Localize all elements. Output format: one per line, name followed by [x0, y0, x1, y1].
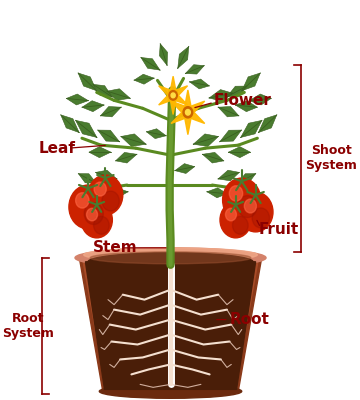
Polygon shape — [93, 84, 112, 97]
Polygon shape — [141, 58, 160, 70]
Polygon shape — [116, 152, 137, 163]
Ellipse shape — [88, 253, 253, 271]
Polygon shape — [218, 106, 239, 117]
Circle shape — [88, 175, 123, 215]
Polygon shape — [147, 129, 166, 138]
Polygon shape — [83, 260, 258, 389]
Circle shape — [225, 208, 237, 221]
Polygon shape — [249, 94, 271, 105]
Polygon shape — [242, 73, 260, 91]
Circle shape — [169, 90, 177, 100]
Polygon shape — [227, 86, 247, 97]
Polygon shape — [171, 101, 190, 116]
Circle shape — [229, 186, 243, 201]
Polygon shape — [108, 188, 128, 198]
Circle shape — [81, 202, 112, 238]
Circle shape — [233, 216, 248, 234]
Circle shape — [244, 199, 256, 213]
Polygon shape — [85, 262, 256, 389]
Polygon shape — [159, 92, 175, 105]
Circle shape — [183, 107, 193, 118]
Text: Shoot
System: Shoot System — [305, 144, 357, 172]
Polygon shape — [100, 106, 121, 117]
Circle shape — [94, 216, 109, 234]
Polygon shape — [235, 101, 257, 112]
Circle shape — [238, 196, 257, 218]
Polygon shape — [175, 164, 194, 174]
Circle shape — [76, 193, 89, 208]
Text: Leaf: Leaf — [39, 141, 76, 156]
Polygon shape — [258, 115, 277, 132]
Polygon shape — [190, 79, 209, 89]
Text: Fruit: Fruit — [259, 222, 299, 237]
Circle shape — [252, 208, 270, 228]
Polygon shape — [178, 46, 189, 68]
Circle shape — [94, 182, 106, 196]
Polygon shape — [170, 76, 177, 95]
Polygon shape — [171, 108, 190, 124]
Polygon shape — [66, 94, 88, 105]
Polygon shape — [134, 74, 154, 84]
Circle shape — [84, 202, 103, 224]
Ellipse shape — [75, 248, 266, 268]
Polygon shape — [193, 134, 219, 146]
Circle shape — [185, 110, 190, 115]
Ellipse shape — [84, 248, 257, 262]
Circle shape — [238, 192, 273, 232]
Polygon shape — [186, 101, 205, 116]
Polygon shape — [184, 90, 192, 112]
Polygon shape — [229, 147, 251, 158]
Polygon shape — [202, 152, 224, 163]
Circle shape — [220, 202, 251, 238]
Polygon shape — [78, 73, 96, 91]
Polygon shape — [186, 108, 205, 124]
Polygon shape — [241, 120, 262, 138]
Polygon shape — [170, 95, 177, 114]
Polygon shape — [185, 65, 204, 74]
Text: Stem: Stem — [93, 240, 137, 255]
Circle shape — [171, 93, 175, 98]
Polygon shape — [209, 90, 233, 101]
Circle shape — [102, 191, 119, 211]
Polygon shape — [89, 147, 111, 158]
Ellipse shape — [99, 384, 242, 398]
Circle shape — [86, 208, 98, 221]
Polygon shape — [220, 130, 242, 142]
Polygon shape — [98, 130, 120, 142]
Polygon shape — [121, 134, 146, 146]
Polygon shape — [76, 120, 97, 138]
Polygon shape — [218, 170, 239, 181]
Polygon shape — [79, 258, 262, 391]
Text: Flower: Flower — [214, 93, 272, 108]
Polygon shape — [184, 112, 192, 135]
Polygon shape — [207, 188, 227, 198]
Polygon shape — [238, 174, 256, 183]
Polygon shape — [82, 101, 104, 112]
Polygon shape — [107, 89, 130, 100]
Polygon shape — [96, 170, 117, 181]
Ellipse shape — [90, 252, 251, 264]
Polygon shape — [171, 92, 188, 105]
Polygon shape — [78, 174, 96, 183]
Polygon shape — [61, 115, 79, 132]
Polygon shape — [159, 86, 175, 99]
Polygon shape — [171, 86, 188, 99]
Text: Root
System: Root System — [2, 312, 54, 340]
Text: Root: Root — [230, 312, 269, 327]
Polygon shape — [159, 44, 168, 65]
Circle shape — [222, 178, 261, 222]
Circle shape — [69, 185, 107, 229]
